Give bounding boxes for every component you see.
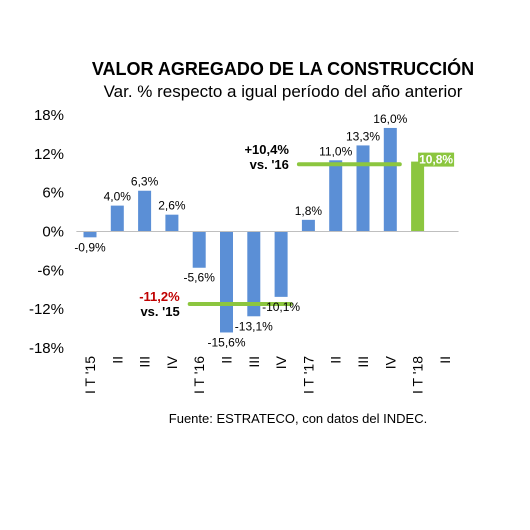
bar xyxy=(329,160,343,232)
bar xyxy=(356,145,370,232)
x-tick-label: I T '15 xyxy=(82,356,98,394)
chart-title: VALOR AGREGADO DE LA CONSTRUCCIÓN xyxy=(92,58,474,79)
x-tick-label: I T '16 xyxy=(191,356,207,394)
y-tick-label: 12% xyxy=(34,146,64,163)
bar xyxy=(220,231,233,333)
data-label: 16,0% xyxy=(373,112,407,126)
data-label: 11,0% xyxy=(319,144,352,158)
bar xyxy=(247,231,261,317)
y-tick-label: 6% xyxy=(42,185,64,202)
data-label: -13,1% xyxy=(235,319,273,333)
data-label: -15,6% xyxy=(207,335,245,349)
average-lines xyxy=(187,162,402,306)
data-label: 4,0% xyxy=(104,190,132,204)
data-label: 2,6% xyxy=(158,199,186,213)
x-tick-label: II xyxy=(328,356,344,364)
x-tick-label: I T '17 xyxy=(300,356,316,394)
x-tick-label: II xyxy=(437,356,453,364)
annotation-sublabel: vs. '16 xyxy=(250,157,289,172)
chart-subtitle: Var. % respecto a igual período del año … xyxy=(104,82,463,101)
x-tick-label: IV xyxy=(382,355,398,369)
data-labels: -0,9% 4,0%6,3% 2,6% -5,6% -15,6% -13,1% -10,1%… xyxy=(74,112,455,349)
y-tick-label: -18% xyxy=(29,340,64,357)
x-tick-label: IV xyxy=(164,355,180,369)
y-tick-label: -6% xyxy=(37,262,64,279)
data-label: -0,9% xyxy=(74,240,106,254)
data-label: -10,1% xyxy=(262,300,300,314)
data-label: -5,6% xyxy=(184,271,216,285)
x-tick-label: III xyxy=(137,356,153,368)
bar xyxy=(83,231,97,238)
x-tick-label: II xyxy=(219,356,235,364)
y-tick-label: 18% xyxy=(34,107,64,124)
bar xyxy=(301,219,315,232)
annotation-value: +10,4% xyxy=(244,142,289,157)
data-label: 6,3% xyxy=(131,175,159,189)
annotations: -11,2%vs. '15 +10,4%vs. '16 xyxy=(139,142,289,319)
x-tick-label: III xyxy=(355,356,371,368)
y-tick-label: -12% xyxy=(29,301,64,318)
data-label: 13,3% xyxy=(346,129,380,143)
bar xyxy=(165,214,179,232)
annotation-sublabel: vs. '15 xyxy=(140,304,179,319)
y-axis: 18% 12% 6% 0% -6% -12% -18% xyxy=(29,107,64,357)
bar xyxy=(110,205,124,232)
x-axis: I T '15 II III IV I T '16 II III IV I T '17 II III… xyxy=(82,355,453,394)
annotation-value: -11,2% xyxy=(139,289,180,304)
y-tick-label: 0% xyxy=(42,224,64,241)
data-label-highlight: 10,8% xyxy=(419,153,453,167)
bar-highlight xyxy=(411,161,425,232)
x-tick-label: IV xyxy=(273,355,289,369)
bar xyxy=(274,231,288,297)
data-label: 1,8% xyxy=(295,204,323,218)
x-tick-label: I T '18 xyxy=(410,356,426,394)
bar xyxy=(192,231,206,268)
bar xyxy=(138,190,152,232)
x-tick-label: III xyxy=(246,356,262,368)
bars xyxy=(83,127,425,333)
bar xyxy=(383,127,397,232)
source-note: Fuente: ESTRATECO, con datos del INDEC. xyxy=(169,411,427,426)
highlight-label-box xyxy=(418,152,455,167)
x-tick-label: II xyxy=(109,356,125,364)
